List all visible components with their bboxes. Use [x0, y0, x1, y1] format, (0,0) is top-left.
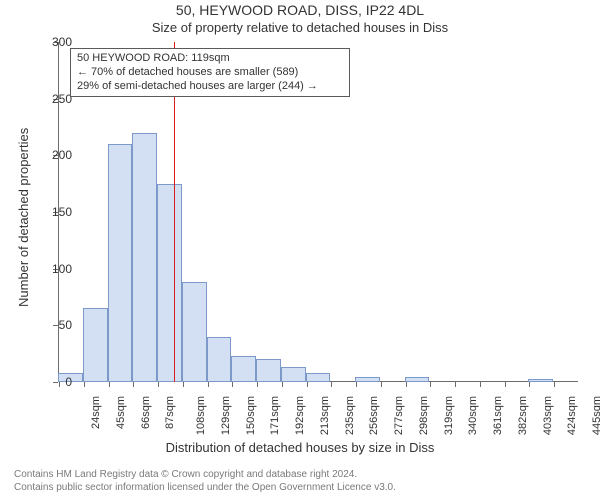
y-tick-label: 50 — [32, 318, 72, 332]
x-tick-mark — [356, 382, 357, 387]
annotation-line1: 50 HEYWOOD ROAD: 119sqm — [77, 52, 343, 66]
y-tick-label: 200 — [32, 148, 72, 162]
histogram-bar — [182, 282, 207, 382]
histogram-bar — [281, 367, 306, 382]
x-tick-label: 108sqm — [195, 396, 207, 435]
x-tick-label: 87sqm — [164, 396, 176, 429]
histogram-bar — [528, 379, 553, 382]
histogram-bar — [157, 184, 182, 382]
x-tick-mark — [158, 382, 159, 387]
y-tick-label: 100 — [32, 262, 72, 276]
annotation-line3: 29% of semi-detached houses are larger (… — [77, 80, 343, 94]
x-tick-mark — [109, 382, 110, 387]
x-tick-mark — [59, 382, 60, 387]
x-tick-label: 319sqm — [443, 396, 455, 435]
x-tick-mark — [282, 382, 283, 387]
x-tick-label: 361sqm — [492, 396, 504, 435]
x-tick-mark — [257, 382, 258, 387]
annotation-box: 50 HEYWOOD ROAD: 119sqm ← 70% of detache… — [70, 48, 350, 97]
footer-line2: Contains public sector information licen… — [14, 482, 396, 495]
x-tick-mark — [183, 382, 184, 387]
x-tick-mark — [331, 382, 332, 387]
x-tick-label: 192sqm — [294, 396, 306, 435]
x-tick-mark — [232, 382, 233, 387]
x-tick-label: 150sqm — [245, 396, 257, 435]
x-tick-label: 277sqm — [393, 396, 405, 435]
x-tick-label: 213sqm — [319, 396, 331, 435]
x-tick-mark — [554, 382, 555, 387]
histogram-bar — [355, 377, 380, 382]
x-tick-mark — [208, 382, 209, 387]
x-tick-mark — [430, 382, 431, 387]
histogram-bar — [108, 144, 133, 382]
x-tick-mark — [529, 382, 530, 387]
x-tick-label: 45sqm — [115, 396, 127, 429]
x-tick-label: 235sqm — [344, 396, 356, 435]
histogram-bar — [207, 337, 232, 382]
x-axis-label: Distribution of detached houses by size … — [0, 440, 600, 455]
x-tick-label: 403sqm — [542, 396, 554, 435]
x-tick-label: 340sqm — [468, 396, 480, 435]
y-tick-label: 250 — [32, 92, 72, 106]
x-tick-mark — [455, 382, 456, 387]
histogram-bar — [256, 359, 281, 382]
x-tick-label: 66sqm — [140, 396, 152, 429]
x-tick-label: 382sqm — [517, 396, 529, 435]
chart-title-line2: Size of property relative to detached ho… — [0, 20, 600, 35]
x-tick-mark — [84, 382, 85, 387]
y-axis-label: Number of detached properties — [16, 128, 31, 307]
x-tick-mark — [381, 382, 382, 387]
x-tick-label: 256sqm — [369, 396, 381, 435]
x-tick-label: 298sqm — [418, 396, 430, 435]
y-tick-label: 300 — [32, 35, 72, 49]
x-tick-label: 445sqm — [591, 396, 600, 435]
annotation-line2: ← 70% of detached houses are smaller (58… — [77, 66, 343, 80]
x-tick-label: 424sqm — [567, 396, 579, 435]
x-tick-label: 24sqm — [90, 396, 102, 429]
y-tick-label: 0 — [32, 375, 72, 389]
footer-attribution: Contains HM Land Registry data © Crown c… — [14, 469, 396, 494]
x-tick-mark — [480, 382, 481, 387]
x-tick-mark — [505, 382, 506, 387]
x-tick-label: 171sqm — [269, 396, 281, 435]
chart-container: 50, HEYWOOD ROAD, DISS, IP22 4DL Size of… — [0, 0, 600, 500]
histogram-bar — [306, 373, 331, 382]
x-tick-mark — [133, 382, 134, 387]
histogram-bar — [83, 308, 108, 382]
footer-line1: Contains HM Land Registry data © Crown c… — [14, 469, 396, 482]
x-tick-mark — [406, 382, 407, 387]
histogram-bar — [231, 356, 256, 382]
x-tick-label: 129sqm — [220, 396, 232, 435]
chart-title-line1: 50, HEYWOOD ROAD, DISS, IP22 4DL — [0, 2, 600, 18]
histogram-bar — [132, 133, 157, 382]
x-tick-mark — [307, 382, 308, 387]
histogram-bar — [405, 377, 430, 382]
y-tick-label: 150 — [32, 205, 72, 219]
